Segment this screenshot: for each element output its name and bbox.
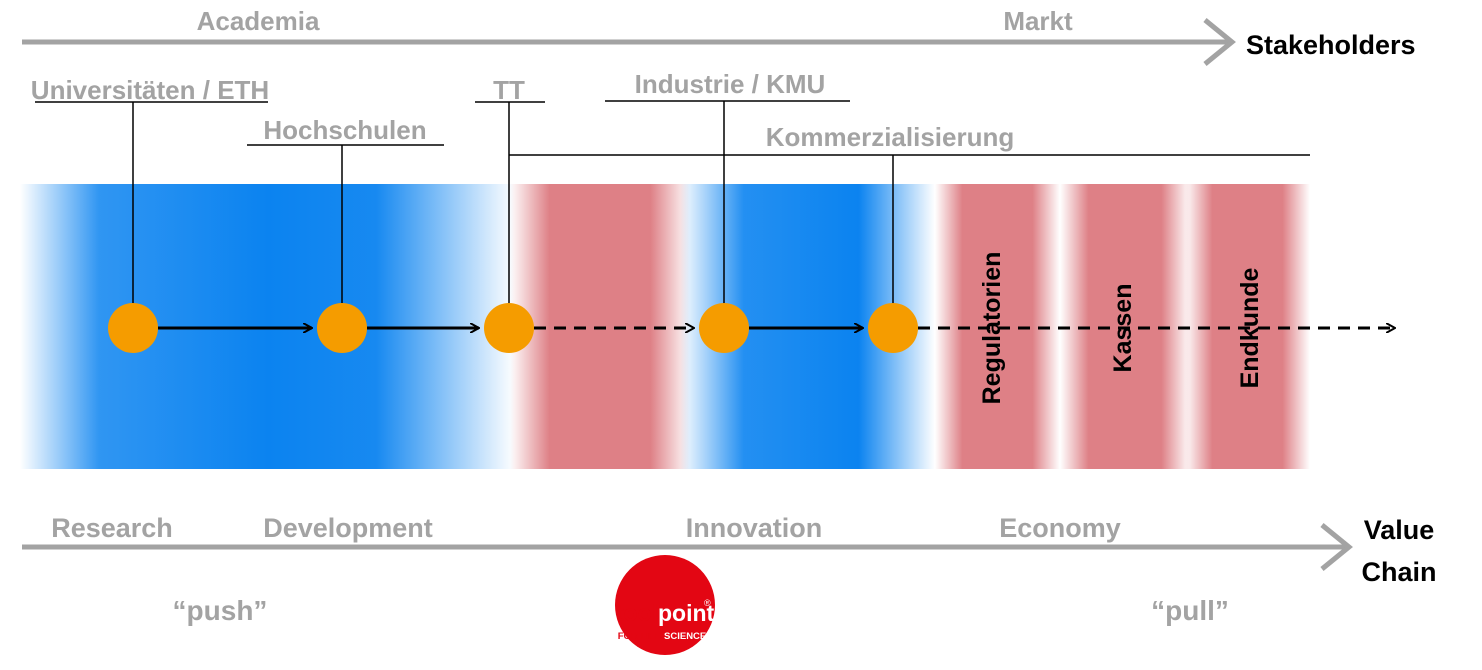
node-universities: [108, 303, 158, 353]
node-industrie: [699, 303, 749, 353]
industrie-label: Industrie / KMU: [635, 69, 826, 99]
value-chain-label-line1: Value: [1364, 515, 1435, 545]
markt-label: Markt: [1003, 6, 1073, 36]
stakeholders-label: Stakeholders: [1246, 30, 1416, 60]
svg-text:toolpoint: toolpoint: [616, 600, 715, 626]
logo-text-tool: tool: [616, 600, 658, 626]
value-chain-label-line2: Chain: [1361, 557, 1436, 587]
node-kommerzialisierung: [868, 303, 918, 353]
toolpoint-logo: toolpoint ® FOR LIFE SCIENCE: [615, 555, 715, 655]
stage-development: Development: [263, 513, 433, 543]
node-tt: [484, 303, 534, 353]
kommerzialisierung-label: Kommerzialisierung: [766, 122, 1015, 152]
stage-research: Research: [51, 513, 173, 543]
logo-registered: ®: [704, 598, 711, 608]
academia-label: Academia: [197, 6, 320, 36]
regulatorien-label: Regulatorien: [978, 252, 1006, 405]
stage-economy: Economy: [999, 513, 1121, 543]
stage-innovation: Innovation: [686, 513, 823, 543]
hochschulen-label: Hochschulen: [263, 115, 426, 145]
logo-tagline-for-life: FOR LIFE: [618, 631, 661, 642]
pull-label: “pull”: [1151, 595, 1229, 626]
node-hochschulen: [317, 303, 367, 353]
endkunde-label: Endkunde: [1236, 267, 1264, 388]
push-label: “push”: [173, 595, 268, 626]
universities-label: Universitäten / ETH: [31, 75, 269, 105]
tt-label: TT: [493, 75, 525, 105]
logo-tagline-science: SCIENCE: [664, 631, 706, 642]
kassen-label: Kassen: [1109, 284, 1137, 373]
